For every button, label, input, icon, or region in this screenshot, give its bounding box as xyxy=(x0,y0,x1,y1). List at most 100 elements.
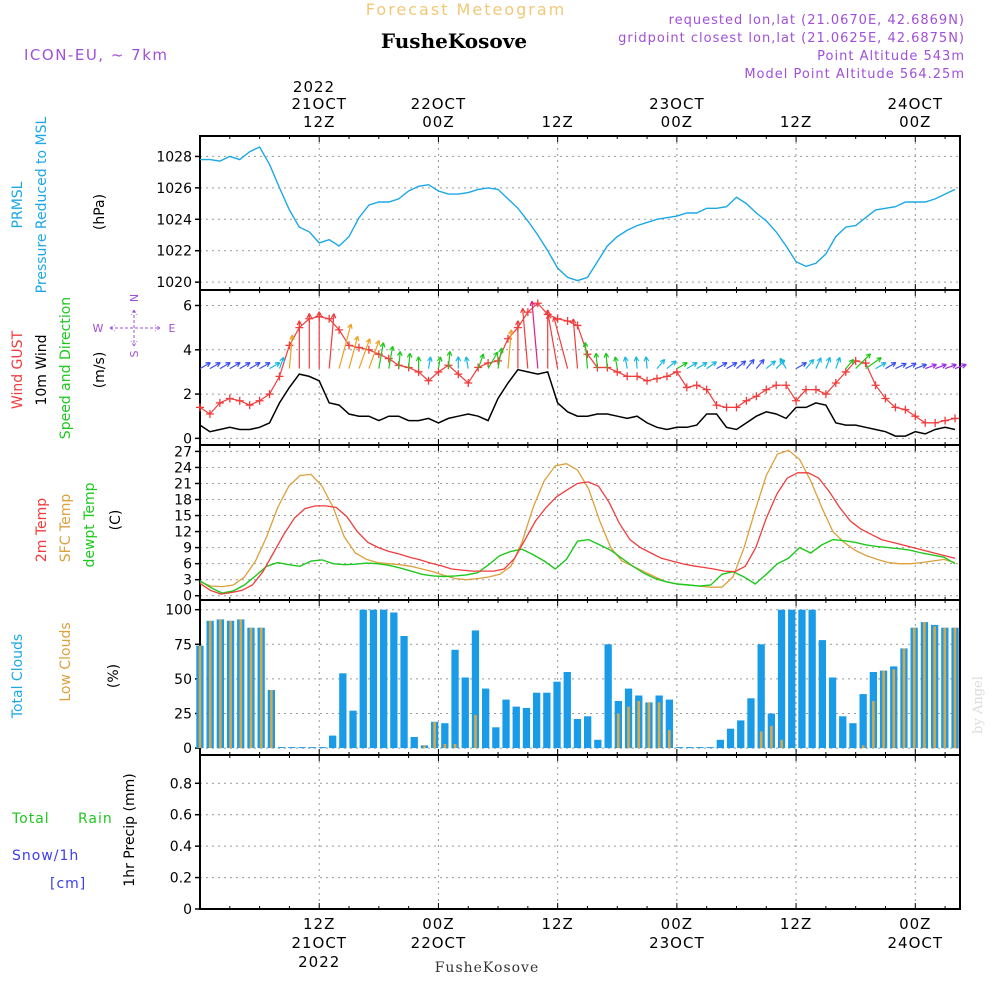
wind-arrow xyxy=(487,351,499,369)
total-cloud-bar xyxy=(482,688,490,749)
wind-arrow xyxy=(378,342,386,369)
watermark: by Angel xyxy=(971,676,986,734)
gust-marker xyxy=(821,390,830,399)
gust-marker xyxy=(742,396,751,405)
low-cloud-bar xyxy=(453,743,457,749)
low-cloud-bar xyxy=(943,627,947,749)
gust-marker xyxy=(563,317,572,325)
y-tick-label: 3 xyxy=(183,573,192,589)
top-date-label: 21OCT xyxy=(291,95,347,113)
gust-marker xyxy=(802,385,811,394)
gust-marker xyxy=(782,381,791,390)
total-cloud-bar xyxy=(502,699,510,748)
wind-arrow xyxy=(716,362,728,370)
gust-marker xyxy=(245,401,254,410)
total-cloud-bar xyxy=(563,672,571,749)
wind-arrow xyxy=(805,358,815,369)
wind-arrow xyxy=(338,323,353,369)
top-date-label: 24OCT xyxy=(888,95,944,113)
wind-label: 10m Wind xyxy=(34,334,50,405)
gust-marker xyxy=(652,374,661,383)
low-cloud-bar xyxy=(627,706,630,749)
gust-marker xyxy=(205,410,214,418)
wind-arrow xyxy=(745,358,755,369)
bottom-date-label: 21OCT xyxy=(291,934,347,952)
total-cloud-bar xyxy=(696,747,704,749)
gust-marker xyxy=(811,385,820,394)
gust-marker xyxy=(722,403,731,412)
total-cloud-bar xyxy=(737,720,745,749)
top-hour-label: 00Z xyxy=(422,113,454,131)
y-tick-label: 21 xyxy=(174,476,192,492)
wind-arrow xyxy=(296,320,303,369)
compass-w: W xyxy=(93,322,104,335)
wind-arrow xyxy=(415,356,422,369)
wind-arrow xyxy=(835,356,842,369)
wind-arrow xyxy=(755,358,765,369)
pressure-msl-label: Pressure Reduced to MSL xyxy=(34,116,50,293)
gust-marker xyxy=(643,376,652,385)
wind-arrow xyxy=(779,357,787,369)
bottom-year-label: 2022 xyxy=(298,953,340,971)
wind-arrow xyxy=(613,356,619,369)
top-hour-label: 12Z xyxy=(780,113,812,131)
low-cloud-bar xyxy=(423,745,426,749)
compass-n: N xyxy=(128,294,141,302)
gust-marker xyxy=(881,394,890,403)
y-tick-label: 0 xyxy=(183,431,192,447)
wind-arrow xyxy=(825,356,832,369)
wind-arrow xyxy=(603,352,610,369)
gust-marker xyxy=(772,381,781,390)
wind-arrow xyxy=(895,362,907,370)
total-cloud-bar xyxy=(512,706,520,749)
wind-arrow xyxy=(455,356,462,369)
wind-arrow xyxy=(328,313,337,369)
wind-arrow xyxy=(686,362,698,370)
total-cloud-bar xyxy=(859,694,867,749)
gust-marker xyxy=(762,385,771,394)
total-cloud-bar xyxy=(818,640,826,748)
gust-marker xyxy=(494,356,503,365)
low-cloud-bar xyxy=(270,690,273,749)
wind-arrow xyxy=(905,362,917,370)
total-cloud-bar xyxy=(390,612,398,749)
gust-marker xyxy=(285,341,294,350)
precip-total-label: Total xyxy=(11,811,50,827)
wind-arrow xyxy=(915,363,928,370)
gust-marker xyxy=(454,370,463,379)
gust-marker xyxy=(941,416,950,425)
wind-arrow xyxy=(529,300,539,369)
gust-marker xyxy=(235,396,244,405)
wind-arrow xyxy=(316,311,323,369)
wind-arrow xyxy=(520,307,529,369)
panel-frame xyxy=(199,754,961,910)
low-cloud-bar xyxy=(249,627,253,749)
wind-arrow xyxy=(934,363,947,370)
y-tick-label: 50 xyxy=(174,672,192,688)
precip-rain-label: Rain xyxy=(78,811,113,827)
gust-marker xyxy=(921,418,930,427)
wind-arrow xyxy=(546,313,559,369)
wind-line xyxy=(199,368,956,437)
model-altitude: Model Point Altitude 564.25m xyxy=(744,67,965,82)
wind-arrow xyxy=(464,356,470,369)
gust-marker xyxy=(354,343,363,352)
gust-marker xyxy=(633,372,642,381)
wind-arrow xyxy=(249,362,261,370)
pressure-unit: (hPa) xyxy=(92,194,108,230)
y-tick-label: 0.4 xyxy=(170,839,192,855)
low-cloud-bar xyxy=(872,701,875,749)
top-date-label: 23OCT xyxy=(649,95,705,113)
total-cloud-bar xyxy=(573,719,582,749)
clouds-panel: 0 25 50 75 100 xyxy=(165,599,961,757)
bottom-hour-label: 12Z xyxy=(780,915,812,933)
wind-arrow xyxy=(239,362,251,370)
y-tick-label: 1022 xyxy=(156,244,192,260)
gust-marker xyxy=(464,379,473,387)
total-cloud-bar xyxy=(533,692,541,749)
total-cloud-bar xyxy=(747,698,755,749)
y-tick-label: 1024 xyxy=(156,212,192,228)
wind-arrow xyxy=(706,361,718,370)
